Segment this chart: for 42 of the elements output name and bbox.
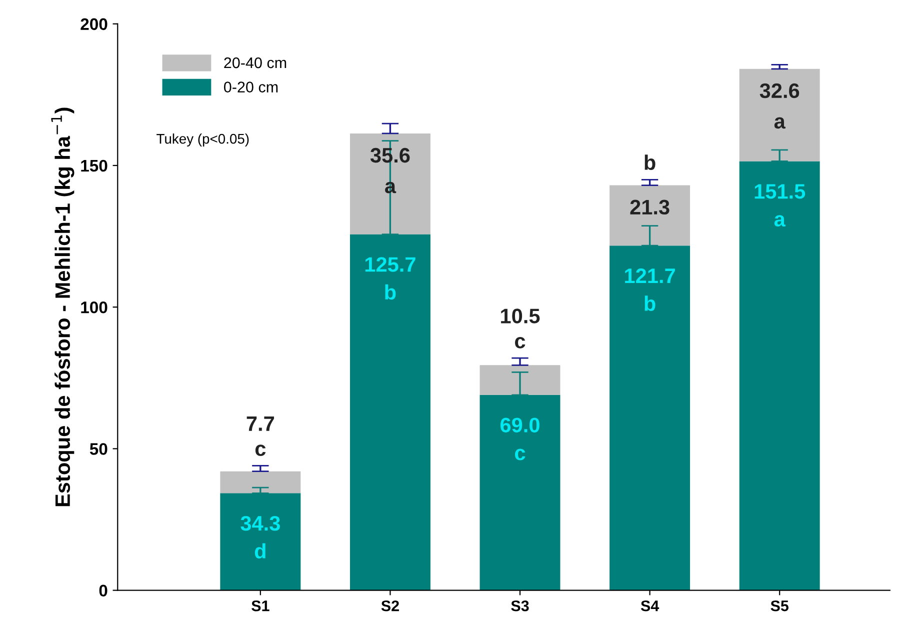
- x-tick-label: S4: [640, 600, 660, 612]
- data-label: 34.3: [240, 516, 280, 531]
- bar: [480, 365, 560, 395]
- annotation: a: [774, 215, 786, 227]
- x-tick-label: S3: [511, 600, 529, 612]
- legend-label: 0-20 cm: [224, 82, 278, 92]
- annotation: b: [644, 296, 656, 311]
- data-label: 32.6: [760, 83, 800, 98]
- data-label: 21.3: [630, 200, 670, 215]
- annotation: b: [644, 154, 656, 170]
- bar: [739, 68, 820, 162]
- bar: [480, 394, 560, 590]
- annotation: a: [774, 117, 786, 129]
- bar: [610, 246, 690, 590]
- annotation: c: [515, 336, 526, 348]
- bar: [350, 133, 430, 234]
- data-label: 69.0: [500, 418, 540, 432]
- bar: [220, 471, 301, 494]
- annotation: c: [255, 444, 266, 456]
- y-tick-label: 200: [80, 18, 108, 30]
- y-tick-label: 50: [90, 443, 108, 455]
- y-axis-title: Estoque de fósforo - Mehlich-1 (kg ha$^{−1}$): [51, 108, 74, 506]
- data-label: 125.7: [365, 257, 416, 272]
- data-label: 121.7: [625, 268, 675, 283]
- bar: [350, 234, 430, 590]
- y-tick-label: 100: [81, 301, 108, 314]
- bar: [739, 161, 820, 590]
- annotation: d: [254, 543, 266, 558]
- y-tick-label: 0: [99, 584, 108, 597]
- data-label: 10.5: [501, 308, 540, 324]
- y-tick-label: 150: [81, 160, 108, 172]
- annotation: Tukey (p<0.05): [156, 134, 249, 146]
- annotation: b: [385, 284, 396, 300]
- bar: [610, 185, 690, 246]
- x-tick-label: S1: [252, 600, 270, 612]
- x-tick-label: S2: [381, 600, 399, 612]
- data-label: 151.5: [754, 184, 806, 199]
- x-tick-label: S5: [770, 600, 789, 612]
- bar: [220, 493, 301, 590]
- legend-label: 20-40 cm: [224, 57, 286, 68]
- data-label: 7.7: [246, 416, 274, 431]
- annotation: c: [515, 448, 526, 460]
